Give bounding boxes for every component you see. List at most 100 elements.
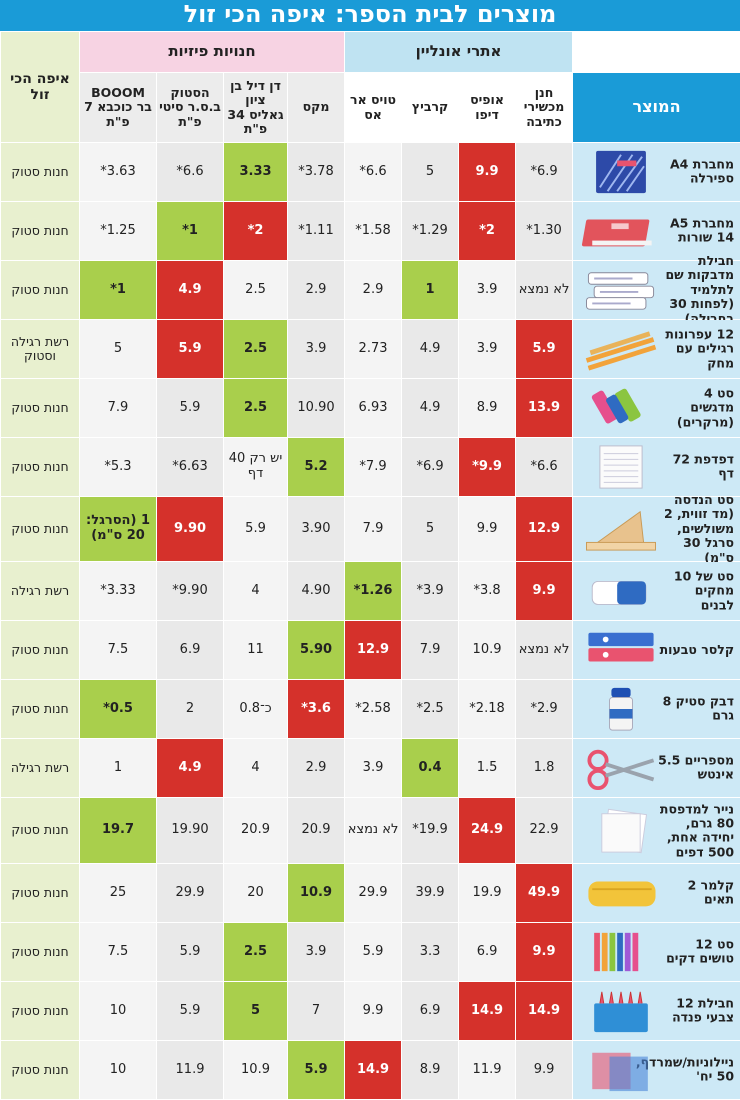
price-cell: 20.9 [287, 797, 346, 864]
price-cell: 4.9 [156, 260, 225, 320]
price-cell: 5.9 [156, 981, 225, 1041]
product-cell: דפדפת 72 דף [572, 437, 740, 497]
price-table: אתרי אונליין חנויות פיזיות איפה הכי זול … [0, 31, 740, 1100]
price-cell: 6.9 [458, 922, 517, 982]
group-online-header: אתרי אונליין [344, 31, 574, 73]
cheapest-store-cell: חנות סטוק [0, 981, 80, 1041]
price-cell: 7.9 [78, 378, 158, 438]
price-cell: 4.9 [401, 319, 460, 379]
geometry-set-icon [586, 511, 657, 551]
price-cell: 4 [223, 561, 289, 621]
price-cell: 2.5 [223, 378, 289, 438]
price-cell: 9.9 [458, 496, 517, 562]
price-cell: 10.9 [287, 863, 346, 923]
price-cell: 2.9* [515, 679, 574, 739]
price-cell: 8.9 [458, 378, 517, 438]
price-cell: 13.9 [515, 378, 574, 438]
pencils-icon [581, 326, 661, 372]
notebook-spiral-icon [595, 149, 647, 195]
price-cell: 19.7 [78, 797, 158, 864]
column-header-8: BOOOM בר כוכבא 7 פ"ת [78, 72, 158, 143]
price-cell: 10.9 [223, 1040, 289, 1100]
cheapest-store-cell: חנות סטוק [0, 620, 80, 680]
column-header-7: הסטוק ב.ס.ר סיטי פ"ת [156, 72, 225, 143]
price-cell: 3.6* [287, 679, 346, 739]
cheapest-store-cell: רשת רגילה וסטוק [0, 319, 80, 379]
price-cell: 1.29* [401, 201, 460, 261]
price-cell: 7 [287, 981, 346, 1041]
price-cell: 3.33* [78, 561, 158, 621]
binder-icon [588, 632, 654, 662]
price-cell: 1* [156, 201, 225, 261]
price-cell: 22.9 [515, 797, 574, 864]
price-cell: 9.90* [156, 561, 225, 621]
price-cell: 4.9 [156, 738, 225, 798]
product-name: סט 4 מדגשים (מרקרים) [676, 385, 735, 430]
price-cell: 7.9* [344, 437, 403, 497]
glue-stick-icon [609, 687, 634, 731]
price-cell: 5 [78, 319, 158, 379]
column-header-4: טויס אר אס [344, 72, 403, 143]
price-cell: 3.9 [344, 738, 403, 798]
price-cell: 7.5 [78, 922, 158, 982]
price-cell: 11.9 [458, 1040, 517, 1100]
price-cell: 2* [223, 201, 289, 261]
product-cell: קלסר טבעות [572, 620, 740, 680]
price-cell: 3.9 [458, 260, 517, 320]
product-name: סט 12 טושים דקים [666, 936, 735, 966]
price-cell: 20.9 [223, 797, 289, 864]
product-name: נייר למדפסת 80 גרם, יחידה אחת, 500 דפים [659, 800, 735, 859]
price-cell: 24.9 [458, 797, 517, 864]
price-cell: 3.63* [78, 142, 158, 202]
price-cell: 10 [78, 1040, 158, 1100]
price-cell: 3.8* [458, 561, 517, 621]
product-cell: מספריים 5.5 אינטש [572, 738, 740, 798]
table-row: מחברת A4 ספירלה 6.9* 9.9 5 6.6* 3.78* 3.33 6.6*… [0, 142, 740, 202]
cheapest-store-cell: חנות סטוק [0, 260, 80, 320]
product-header: המוצר [572, 72, 740, 143]
column-header-1: חנן מכשירי כתיבה [515, 72, 574, 143]
price-cell: 4.9 [401, 378, 460, 438]
product-name: מספריים 5.5 אינטש [658, 752, 735, 782]
scissors-icon [587, 749, 656, 791]
price-cell: 10.9 [458, 620, 517, 680]
table-row: דבק סטיק 8 גרם 2.9* 2.18* 2.5* 2.58* 3.6* כ־0.… [0, 679, 740, 739]
price-cell: 0.4 [401, 738, 460, 798]
price-cell: 29.9 [344, 863, 403, 923]
notebook-icon [581, 219, 652, 247]
pencil-case-icon [587, 880, 657, 908]
price-cell: 11 [223, 620, 289, 680]
product-name: סט הנדסה (מד זווית, 2 משולשים, סרגל 30 ס… [663, 492, 735, 565]
cheapest-store-cell: חנות סטוק [0, 679, 80, 739]
price-cell: 3.9 [458, 319, 517, 379]
price-cell: 9.9 [458, 142, 517, 202]
price-cell: 2.5 [223, 319, 289, 379]
price-cell: 12.9 [515, 496, 574, 562]
price-cell: 5 [223, 981, 289, 1041]
cheapest-store-cell: חנות סטוק [0, 1040, 80, 1100]
price-cell: 2.5 [223, 922, 289, 982]
price-cell: 5.9 [156, 319, 225, 379]
product-name: ניילוניות/שמרדף, 50 יח' [635, 1054, 735, 1084]
price-cell: 5 [401, 142, 460, 202]
group-physical-header: חנויות פיזיות [78, 31, 346, 73]
stickers-icon [585, 271, 655, 311]
price-cell: לא נמצא [515, 620, 574, 680]
price-cell: 1.25* [78, 201, 158, 261]
price-cell: 3.3 [401, 922, 460, 982]
cheapest-store-cell: חנות סטוק [0, 201, 80, 261]
product-cell: סט 4 מדגשים (מרקרים) [572, 378, 740, 438]
price-cell: 9.9 [344, 981, 403, 1041]
cheapest-store-cell: חנות סטוק [0, 922, 80, 982]
cheapest-store-cell: חנות סטוק [0, 863, 80, 923]
product-name: דפדפת 72 דף [672, 451, 735, 481]
product-cell: קלמר 2 תאים [572, 863, 740, 923]
price-cell: 20 [223, 863, 289, 923]
cheapest-store-cell: חנות סטוק [0, 496, 80, 562]
product-cell: מחברת A4 ספירלה [572, 142, 740, 202]
price-cell: 29.9 [156, 863, 225, 923]
paper-icon [601, 808, 647, 853]
column-header-2: אופיס דיפו [458, 72, 517, 143]
table-row: סט של 10 מחקים לבנים 9.9 3.8* 3.9* 1.26* 4.90… [0, 561, 740, 621]
price-cell: 2.5 [223, 260, 289, 320]
